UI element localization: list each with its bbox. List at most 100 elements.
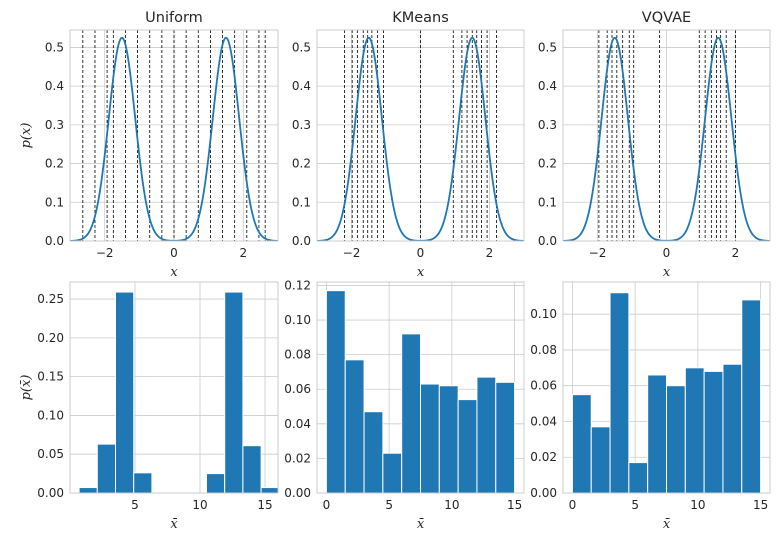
y-tick-label: 0.02 — [530, 450, 557, 464]
subplot-3: −2 0 2 0.0 0.1 0.2 0.3 0.4 0.5 VQVAE x — [538, 10, 771, 280]
subplot-5: 0 5 10 15 0.00 0.02 0.04 0.06 0.08 0.10 0.12 x̄ — [284, 278, 525, 532]
y-tick-label: 0.06 — [284, 382, 311, 396]
histogram-bar — [495, 381, 516, 493]
histogram-bar — [206, 473, 226, 493]
histogram-bar — [722, 363, 743, 493]
axes-frame — [69, 281, 279, 494]
y-tick-label: 0.12 — [284, 278, 311, 292]
y-tick-label: 0.02 — [284, 451, 311, 465]
histogram-bar — [457, 399, 478, 493]
y-tick-label: 0.3 — [538, 118, 557, 132]
y-tick-label: 0.2 — [45, 157, 64, 171]
y-tick-label: 0.08 — [284, 348, 311, 362]
x-axis-label: x̄ — [170, 517, 178, 532]
y-tick-label: 0.04 — [284, 417, 311, 431]
y-tick-label: 0.1 — [538, 195, 557, 209]
subplot-4: 5 10 15 0.00 0.05 0.10 0.15 0.20 0.25 x̄ p(x̄) — [19, 281, 279, 532]
y-tick-label: 0.00 — [284, 486, 311, 500]
histogram-bar — [344, 359, 365, 493]
histogram-bar — [363, 411, 384, 493]
x-tick-label: 5 — [631, 498, 639, 512]
axes-frame — [316, 29, 525, 242]
histogram-bar — [703, 370, 724, 493]
data-layer — [571, 292, 762, 493]
histogram-bar — [590, 426, 611, 493]
y-tick-label: 0.10 — [37, 408, 64, 422]
histogram-bar — [741, 299, 762, 493]
x-tick-label: 10 — [444, 498, 459, 512]
x-tick-label: 10 — [192, 498, 207, 512]
y-tick-label: 0.00 — [530, 486, 557, 500]
y-tick-label: 0.10 — [284, 313, 311, 327]
x-tick-label: 5 — [131, 498, 139, 512]
y-axis-label: p(x) — [19, 123, 34, 149]
y-tick-label: 0.4 — [292, 79, 311, 93]
y-tick-label: 0.05 — [37, 447, 64, 461]
data-layer — [563, 30, 770, 241]
y-tick-label: 0.1 — [292, 195, 311, 209]
subplot-title: Uniform — [145, 10, 203, 26]
y-tick-label: 0.3 — [292, 118, 311, 132]
histogram-bar — [401, 333, 421, 493]
histogram-bar — [96, 443, 117, 493]
x-axis-label: x̄ — [663, 517, 671, 532]
data-layer — [317, 30, 524, 241]
axes-frame — [69, 29, 279, 242]
x-tick-label: 15 — [257, 498, 272, 512]
histogram-bar — [476, 376, 497, 493]
x-tick-label: 0 — [323, 498, 331, 512]
histogram-bar — [382, 452, 403, 493]
y-tick-label: 0.08 — [530, 343, 557, 357]
subplot-1: −2 0 2 0.0 0.1 0.2 0.3 0.4 0.5 Uniform x p(x) — [19, 10, 279, 280]
histogram-bar — [224, 291, 244, 493]
x-tick-label: 5 — [385, 498, 393, 512]
histogram-bar — [242, 445, 262, 493]
y-tick-label: 0.15 — [37, 370, 64, 384]
subplot-title: VQVAE — [642, 10, 691, 26]
x-tick-label: 15 — [507, 498, 522, 512]
y-tick-label: 0.04 — [530, 414, 557, 428]
y-tick-label: 0.0 — [538, 234, 557, 248]
subplot-title: KMeans — [392, 10, 449, 26]
histogram-bar — [260, 487, 278, 493]
x-axis-label: x — [663, 265, 671, 280]
histogram-bar — [647, 374, 667, 493]
histogram-bar — [325, 290, 346, 493]
x-tick-label: 0 — [569, 498, 577, 512]
x-tick-label: 2 — [240, 246, 248, 260]
x-tick-label: 10 — [690, 498, 705, 512]
subplot-2: −2 0 2 0.0 0.1 0.2 0.3 0.4 0.5 KMeans x — [292, 10, 525, 280]
y-tick-label: 0.2 — [538, 157, 557, 171]
y-tick-label: 0.06 — [530, 379, 557, 393]
x-tick-label: −2 — [96, 246, 114, 260]
data-layer — [78, 291, 278, 493]
histogram-bar — [684, 367, 705, 493]
histogram-bar — [133, 472, 153, 493]
x-tick-label: −2 — [589, 246, 607, 260]
histogram-bar — [420, 383, 440, 493]
y-tick-label: 0.5 — [538, 40, 557, 54]
x-tick-label: 2 — [732, 246, 740, 260]
y-tick-label: 0.0 — [292, 234, 311, 248]
y-tick-label: 0.20 — [37, 331, 64, 345]
x-axis-label: x — [417, 265, 425, 280]
y-tick-label: 0.5 — [45, 40, 64, 54]
x-tick-label: 0 — [170, 246, 178, 260]
axes-frame — [316, 281, 525, 494]
y-axis-label: p(x̄) — [19, 375, 34, 401]
y-tick-label: 0.1 — [45, 195, 64, 209]
histogram-bar — [609, 292, 630, 493]
y-tick-label: 0.00 — [37, 486, 64, 500]
axes-frame — [562, 281, 771, 494]
histogram-bar — [78, 487, 98, 493]
x-tick-label: 15 — [753, 498, 768, 512]
histogram-bar — [115, 291, 135, 493]
histogram-bar — [571, 394, 592, 493]
y-tick-label: 0.3 — [45, 118, 64, 132]
y-tick-label: 0.10 — [530, 307, 557, 321]
y-tick-label: 0.5 — [292, 40, 311, 54]
x-tick-label: 0 — [663, 246, 671, 260]
subplot-6: 0 5 10 15 0.00 0.02 0.04 0.06 0.08 0.10 x̄ — [530, 281, 771, 532]
x-tick-label: 2 — [486, 246, 494, 260]
